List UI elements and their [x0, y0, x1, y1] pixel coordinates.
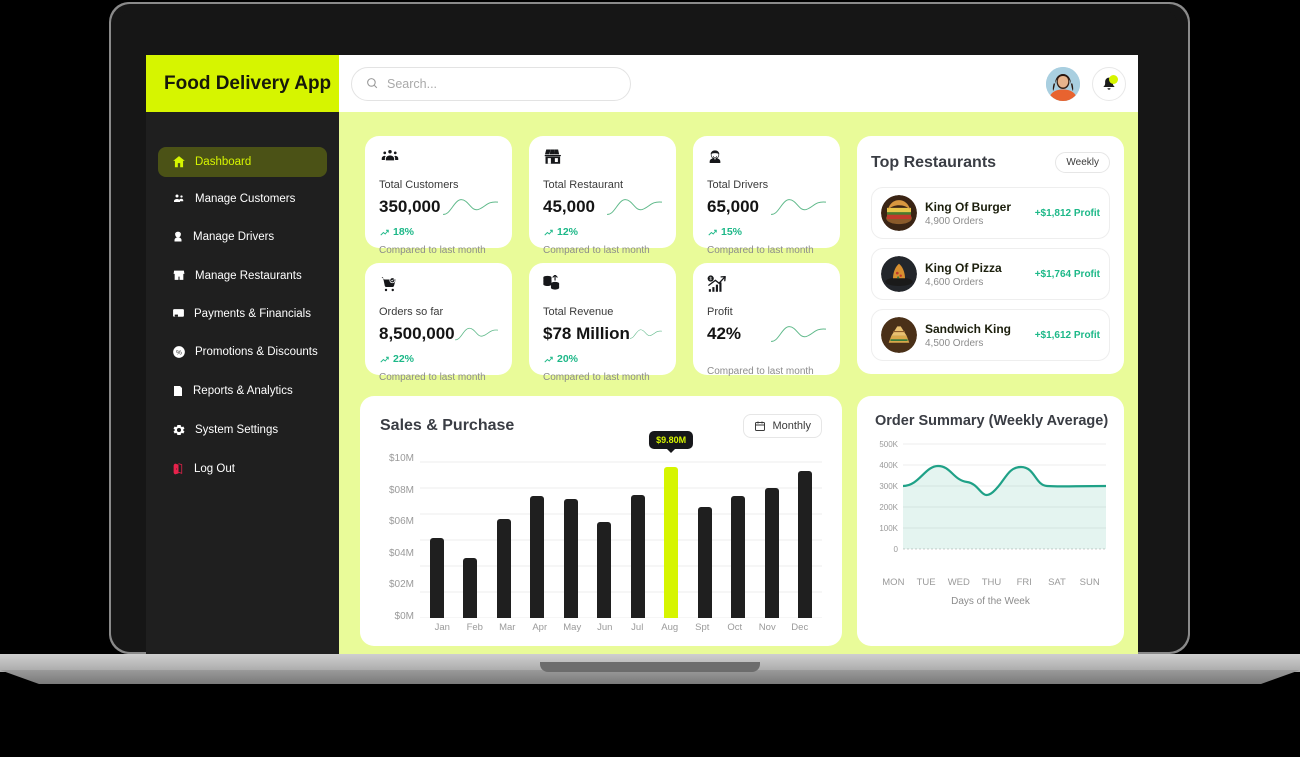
svg-text:100K: 100K — [879, 524, 898, 533]
svg-text:%: % — [176, 349, 182, 356]
svg-text:300K: 300K — [879, 482, 898, 491]
svg-text:400K: 400K — [879, 461, 898, 470]
svg-text:200K: 200K — [879, 503, 898, 512]
svg-text:0: 0 — [894, 545, 899, 554]
svg-text:500K: 500K — [879, 440, 898, 449]
